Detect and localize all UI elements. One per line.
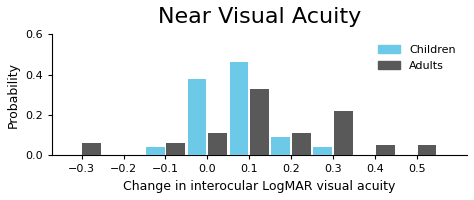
Bar [82, 143, 101, 155]
Bar [229, 62, 248, 155]
Bar [334, 111, 353, 155]
Bar [250, 89, 269, 155]
Y-axis label: Probability: Probability [7, 62, 20, 128]
Bar [313, 147, 332, 155]
Bar [188, 79, 207, 155]
Bar [418, 145, 437, 155]
Bar [272, 137, 290, 155]
Bar [376, 145, 394, 155]
Legend: Children, Adults: Children, Adults [373, 40, 462, 76]
Title: Near Visual Acuity: Near Visual Acuity [158, 7, 361, 27]
Bar [292, 133, 311, 155]
Bar [166, 143, 185, 155]
X-axis label: Change in interocular LogMAR visual acuity: Change in interocular LogMAR visual acui… [124, 180, 396, 193]
Bar [146, 147, 164, 155]
Bar [208, 133, 227, 155]
